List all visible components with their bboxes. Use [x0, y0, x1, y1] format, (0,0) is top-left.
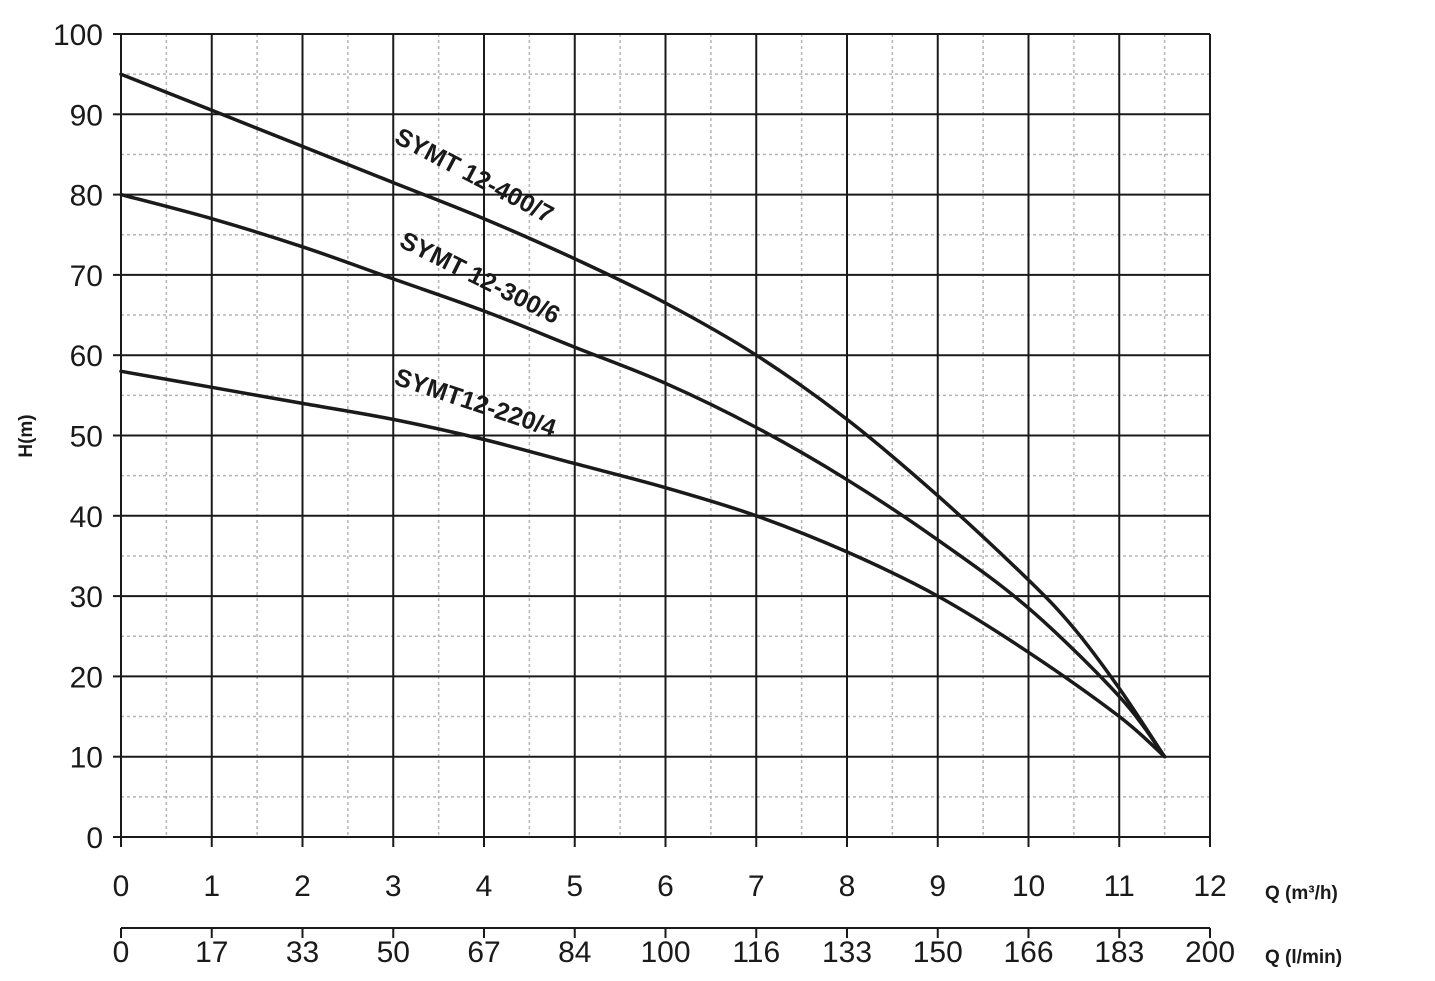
x2-tick-label: 84	[558, 936, 591, 969]
x-tick-label: 2	[294, 870, 311, 903]
x2-tick-label: 17	[195, 936, 228, 969]
x-tick-label: 12	[1193, 870, 1226, 903]
y-tick-label: 30	[70, 581, 103, 614]
x-tick-label: 9	[929, 870, 946, 903]
x-tick-label: 5	[566, 870, 583, 903]
x2-tick-label: 133	[822, 936, 872, 969]
y-axis-label: H(m)	[16, 414, 37, 457]
y-tick-label: 10	[70, 742, 103, 775]
x-tick-label: 8	[839, 870, 856, 903]
y-tick-label: 0	[86, 822, 103, 855]
x2-tick-label: 200	[1185, 936, 1235, 969]
x-tick-label: 1	[203, 870, 220, 903]
curve-label-2: SYMT12-220/4	[391, 363, 559, 443]
x2-tick-label: 33	[286, 936, 319, 969]
y-axis-ticks: 0 10 20 30 40 50 60 70 80 90 100	[53, 19, 121, 855]
x-tick-label: 10	[1012, 870, 1045, 903]
curve-group	[119, 72, 1167, 759]
x-axis-ticks: 0 1 2 3 4 5 6 7 8 9 10 11 12	[113, 837, 1227, 903]
x2-tick-label: 100	[640, 936, 690, 969]
y-tick-label: 80	[70, 180, 103, 213]
y-tick-label: 60	[70, 340, 103, 373]
x-tick-label: 7	[748, 870, 765, 903]
x2-tick-label: 0	[113, 936, 130, 969]
x2-axis-ticks: 0 17 33 50 67 84 100 116 133 150 166 183 200	[113, 928, 1235, 969]
y-tick-label: 100	[53, 19, 103, 52]
y-tick-label: 90	[70, 99, 103, 132]
x2-tick-label: 183	[1094, 936, 1144, 969]
x-tick-label: 4	[476, 870, 493, 903]
x2-tick-label: 50	[377, 936, 410, 969]
x-tick-label: 11	[1104, 870, 1135, 903]
curve-2	[119, 369, 1167, 759]
x-tick-label: 0	[113, 870, 130, 903]
x2-tick-label: 67	[467, 936, 500, 969]
x2-tick-label: 116	[732, 936, 780, 969]
curve-1	[119, 192, 1167, 759]
y-tick-label: 40	[70, 501, 103, 534]
y-tick-label: 20	[70, 661, 103, 694]
x2-tick-label: 150	[913, 936, 963, 969]
x2-axis-label: Q (l/min)	[1265, 947, 1342, 968]
x-tick-label: 6	[657, 870, 674, 903]
x-axis-label: Q (m³/h)	[1265, 883, 1338, 904]
x2-tick-label: 166	[1003, 936, 1053, 969]
y-tick-label: 50	[70, 421, 103, 454]
curve-0	[119, 72, 1167, 759]
x-tick-label: 3	[385, 870, 402, 903]
y-tick-label: 70	[70, 260, 103, 293]
